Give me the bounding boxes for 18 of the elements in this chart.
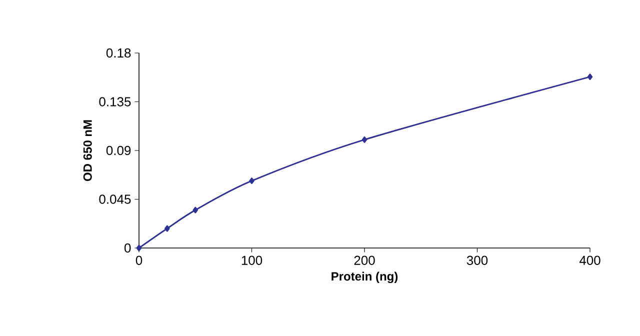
y-tick-label: 0.045: [99, 194, 131, 204]
x-axis-title: Protein (ng): [332, 272, 398, 284]
point: [249, 178, 254, 184]
x-tick-label: 100: [242, 256, 262, 265]
x-tick-label: 0: [136, 256, 142, 265]
point: [192, 206, 198, 214]
x-tick-label: 200: [354, 256, 375, 265]
point: [136, 244, 142, 252]
y-tick-label: 0.09: [106, 146, 131, 156]
y-tick-label: 0.18: [106, 48, 131, 58]
y-tick-label: 0: [124, 243, 131, 253]
point: [587, 74, 593, 80]
y-tick-label: 0.135: [99, 97, 131, 106]
x-tick-label: 300: [466, 256, 488, 265]
point: [164, 225, 170, 232]
y-axis-title: OD 650 nM: [83, 120, 92, 182]
x-tick-label: 400: [579, 256, 600, 265]
point: [362, 136, 368, 143]
